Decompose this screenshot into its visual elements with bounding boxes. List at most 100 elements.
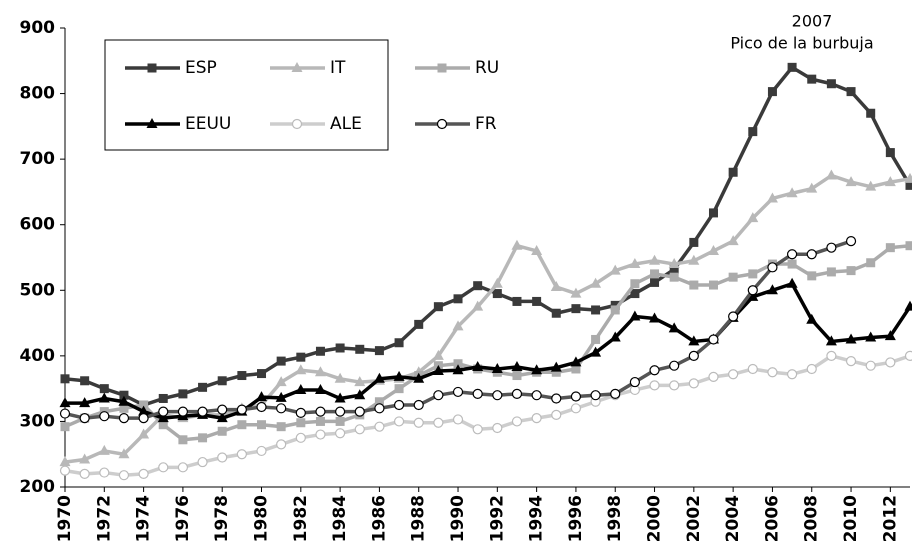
marker xyxy=(807,271,817,281)
marker xyxy=(354,376,366,387)
marker xyxy=(79,413,90,424)
marker xyxy=(491,362,503,373)
marker xyxy=(570,403,582,414)
marker xyxy=(905,180,912,190)
marker xyxy=(147,63,157,73)
x-tick-label: 2006 xyxy=(762,495,782,542)
marker xyxy=(512,371,522,381)
marker xyxy=(649,312,661,323)
marker xyxy=(413,399,424,411)
marker xyxy=(512,296,522,306)
legend-label: FR xyxy=(475,114,497,134)
marker xyxy=(846,87,856,97)
marker xyxy=(532,296,542,306)
marker xyxy=(59,465,71,476)
marker xyxy=(60,422,70,432)
series xyxy=(60,241,912,445)
marker xyxy=(787,259,797,269)
marker xyxy=(610,300,620,310)
marker xyxy=(335,406,346,417)
marker xyxy=(845,176,857,187)
marker xyxy=(669,360,680,371)
marker xyxy=(806,363,817,375)
x-tick-label: 1990 xyxy=(448,495,468,542)
marker xyxy=(767,367,778,378)
y-tick-label: 500 xyxy=(20,280,56,300)
marker xyxy=(688,378,699,389)
marker xyxy=(787,62,797,72)
marker xyxy=(767,262,778,273)
y-tick-label: 700 xyxy=(20,149,56,169)
marker xyxy=(374,346,384,356)
marker xyxy=(178,435,188,445)
marker xyxy=(846,266,856,276)
marker xyxy=(118,448,130,459)
marker xyxy=(630,279,640,289)
marker xyxy=(748,269,758,279)
marker xyxy=(198,382,208,392)
marker xyxy=(668,322,680,333)
marker xyxy=(806,182,818,193)
marker xyxy=(551,409,562,420)
marker xyxy=(296,418,306,428)
marker xyxy=(276,422,286,432)
marker xyxy=(295,364,307,375)
marker xyxy=(256,391,268,402)
marker xyxy=(492,422,503,434)
legend-label: ALE xyxy=(330,114,362,134)
marker xyxy=(609,264,621,275)
marker xyxy=(884,330,896,341)
marker xyxy=(531,390,542,401)
x-tick-label: 2004 xyxy=(723,495,743,542)
marker xyxy=(433,417,444,428)
marker xyxy=(571,364,581,374)
marker xyxy=(374,403,385,414)
y-tick-label: 400 xyxy=(20,346,56,366)
marker xyxy=(610,305,620,315)
marker xyxy=(276,403,287,414)
marker xyxy=(688,254,700,265)
marker xyxy=(138,413,149,424)
marker xyxy=(591,305,601,315)
marker xyxy=(315,416,325,426)
x-tick-label: 1982 xyxy=(291,495,311,542)
x-tick-label: 2010 xyxy=(841,495,861,542)
marker xyxy=(314,366,326,377)
marker xyxy=(158,406,169,417)
marker xyxy=(177,406,189,417)
marker xyxy=(393,399,405,411)
marker xyxy=(315,406,326,417)
marker xyxy=(315,429,326,440)
annotation: Pico de la burbuja xyxy=(730,34,873,53)
marker xyxy=(707,244,719,255)
marker xyxy=(669,272,679,282)
marker xyxy=(80,376,90,386)
marker xyxy=(786,249,798,260)
marker xyxy=(905,241,912,251)
marker xyxy=(551,308,561,318)
marker xyxy=(748,127,758,137)
marker xyxy=(531,364,543,375)
marker xyxy=(492,289,502,299)
marker xyxy=(217,404,228,415)
marker xyxy=(728,311,739,322)
marker xyxy=(884,176,896,187)
marker xyxy=(708,334,719,345)
marker xyxy=(453,359,463,369)
marker xyxy=(786,369,798,380)
marker xyxy=(452,386,464,398)
marker xyxy=(708,280,718,290)
marker xyxy=(275,376,287,387)
marker xyxy=(591,334,601,344)
x-tick-label: 2008 xyxy=(802,495,822,542)
marker xyxy=(807,74,817,84)
marker xyxy=(609,331,621,342)
marker xyxy=(747,285,758,296)
marker xyxy=(413,417,424,428)
marker xyxy=(786,187,798,198)
marker xyxy=(825,335,837,346)
marker xyxy=(197,456,208,468)
marker xyxy=(198,433,208,443)
marker xyxy=(826,350,837,361)
marker xyxy=(708,371,719,382)
